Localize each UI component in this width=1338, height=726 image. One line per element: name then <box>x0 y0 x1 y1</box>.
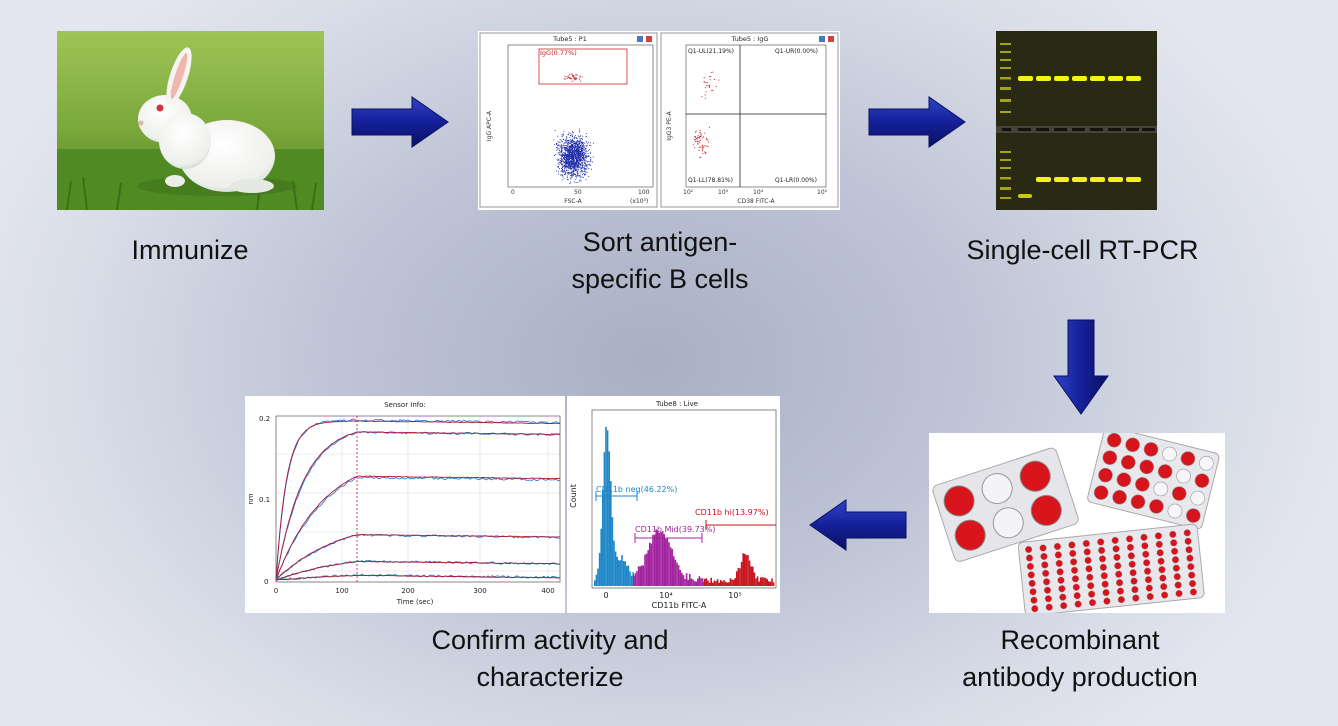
q-ll-label: Q1-LL(78.81%) <box>688 177 733 184</box>
histogram-x-tick-0: 0 <box>603 591 608 600</box>
left-x-tick-0: 0 <box>511 189 515 196</box>
sensor-x-tick-3: 300 <box>473 587 486 595</box>
neg-gate-label: CD11b neg(46.22%) <box>596 485 677 494</box>
sensor-grid <box>276 416 560 582</box>
q-lr-label: Q1-LR(0.00%) <box>775 177 817 184</box>
left-x-axis-label: FSC-A <box>564 198 582 205</box>
gel-electrophoresis-image <box>996 31 1157 210</box>
sensor-x-tick-2: 200 <box>401 587 414 595</box>
sensor-y-axis-label: nm <box>247 493 255 504</box>
right-plot-events <box>692 71 720 159</box>
sensor-y-tick-1: 0.1 <box>259 496 270 504</box>
confirm-caption-line1: Confirm activity and <box>431 625 669 655</box>
left-plot-title: Tube5 : P1 <box>552 35 587 43</box>
immunize-caption: Immunize <box>131 235 249 265</box>
left-x-tick-2: 100 <box>638 189 650 196</box>
rabbit-photo <box>57 31 324 211</box>
production-caption-line2: antibody production <box>962 662 1198 692</box>
histogram-x-tick-2: 10⁵ <box>728 591 741 600</box>
flow-cytometry-panel: Tube5 : P1 IgG(0.77%) IgG APC-A FSC-A (x… <box>478 31 840 210</box>
right-y-axis-label: IgG3 PE-A <box>666 110 673 140</box>
sensor-y-tick-0: 0 <box>264 578 268 586</box>
sort-caption: Sort antigen- specific B cells <box>545 224 775 298</box>
left-x-tick-1: 50 <box>574 189 582 196</box>
histogram-x-axis-label: CD11b FITC-A <box>652 601 707 610</box>
sensor-y-tick-2: 0.2 <box>259 415 270 423</box>
right-x-tick-2: 10⁴ <box>753 189 764 196</box>
sensor-x-tick-4: 400 <box>541 587 554 595</box>
right-x-axis-label: CD38 FITC-A <box>737 198 775 205</box>
24-well-plate-wells <box>1093 432 1214 523</box>
histogram-y-axis-label: Count <box>569 484 578 508</box>
sensor-binding-plot: Sensor Info: 0 0.1 0.2 nm 0 100 200 300 … <box>245 396 565 613</box>
sensor-title: Sensor Info: <box>384 401 426 409</box>
q-ur-label: Q1-UR(0.00%) <box>775 48 818 55</box>
sort-caption-line1: Sort antigen- <box>582 227 738 257</box>
hi-gate-label: CD11b hi(13.97%) <box>695 508 769 517</box>
well-plates-image <box>929 426 1225 617</box>
left-x-unit: (x10³) <box>630 198 648 205</box>
right-plot-title: Tube5 : IgG <box>731 35 769 43</box>
sensor-x-axis-label: Time (sec) <box>396 598 434 606</box>
right-arrow-icon <box>867 95 967 149</box>
sensor-x-tick-0: 0 <box>274 587 278 595</box>
left-arrow-icon <box>808 498 908 552</box>
production-caption-line1: Recombinant <box>1000 625 1160 655</box>
production-caption: Recombinant antibody production <box>925 622 1235 696</box>
confirm-caption: Confirm activity and characterize <box>400 622 700 696</box>
sort-caption-line2: specific B cells <box>571 264 749 294</box>
96-well-plate-wells <box>1025 529 1198 613</box>
cd11b-histogram: Tube8 : Live CD11b neg(46.22%) CD11b Mid… <box>567 396 780 613</box>
rtpcr-caption: Single-cell RT-PCR <box>966 235 1199 265</box>
histogram-bins <box>594 426 775 586</box>
mid-gate-label: CD11b Mid(39.73%) <box>635 525 716 534</box>
right-x-tick-1: 10³ <box>718 189 729 196</box>
right-arrow-icon <box>350 95 450 149</box>
histogram-title: Tube8 : Live <box>655 400 698 408</box>
left-plot-events <box>553 73 594 184</box>
histogram-x-tick-1: 10⁴ <box>659 591 672 600</box>
left-gate-label: IgG(0.77%) <box>540 49 577 57</box>
right-x-tick-3: 10⁵ <box>817 189 828 196</box>
confirm-caption-line2: characterize <box>476 662 624 692</box>
sensor-curves <box>275 418 561 582</box>
sensor-x-tick-1: 100 <box>335 587 348 595</box>
left-y-axis-label: IgG APC-A <box>486 110 493 141</box>
down-arrow-icon <box>1052 318 1110 416</box>
q-ul-label: Q1-UL(21.19%) <box>688 48 734 55</box>
right-x-tick-0: 10² <box>683 189 694 196</box>
